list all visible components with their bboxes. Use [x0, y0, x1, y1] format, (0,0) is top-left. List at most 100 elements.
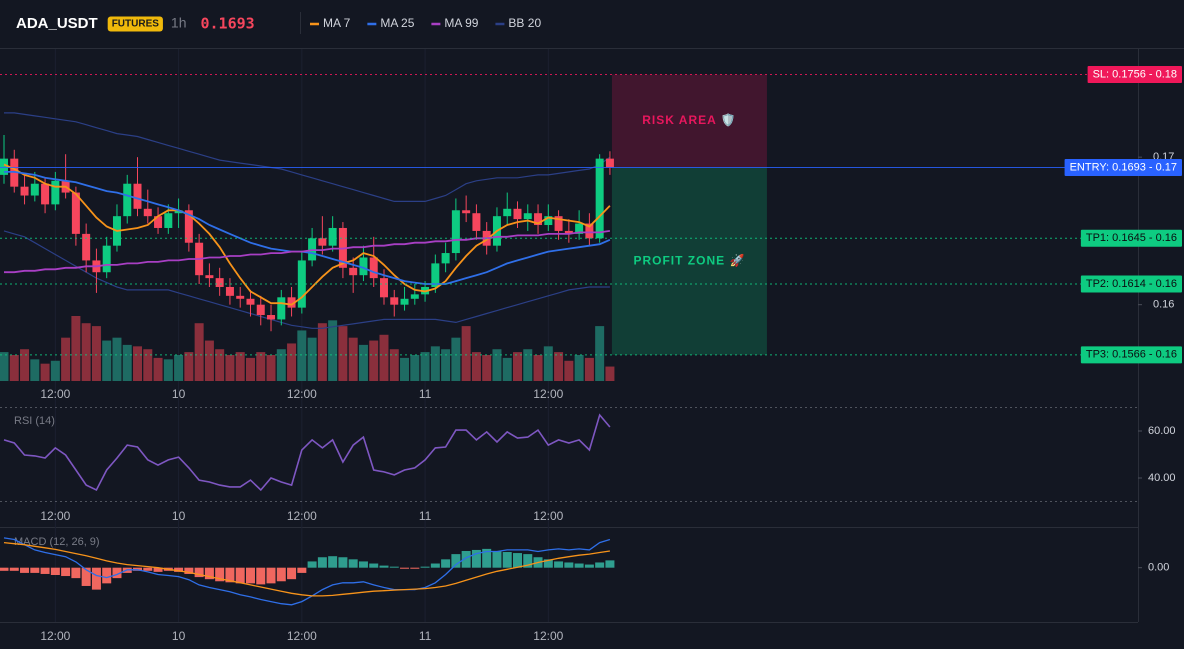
- legend-label: MA 25: [380, 16, 414, 30]
- macd-histogram-bar: [174, 567, 184, 572]
- macd-histogram-bar: [153, 567, 163, 572]
- candle-body: [534, 213, 543, 226]
- macd-histogram-bar: [61, 567, 71, 577]
- volume-bar: [235, 352, 245, 381]
- macd-histogram-bar: [564, 562, 574, 568]
- legend-label: MA 7: [323, 16, 351, 30]
- volume-bar: [410, 355, 420, 381]
- macd-histogram-bar: [30, 567, 40, 573]
- level-label: TP2: 0.1614 - 0.16: [1086, 278, 1177, 290]
- ma-line: [4, 171, 611, 285]
- candle-body: [544, 216, 553, 226]
- macd-histogram-bar: [430, 563, 440, 568]
- volume-bar: [81, 323, 91, 381]
- macd-histogram-bar: [307, 561, 317, 568]
- volume-bar: [194, 323, 204, 381]
- volume-bar: [143, 349, 153, 381]
- macd-histogram-bar: [400, 567, 410, 569]
- volume-bar: [348, 337, 358, 381]
- volume-bar: [307, 337, 317, 381]
- candle-body: [133, 183, 142, 209]
- volume-bar: [215, 349, 225, 381]
- candle-body: [564, 230, 573, 234]
- candle-body: [256, 304, 265, 316]
- macd-histogram-bar: [40, 567, 50, 574]
- candle-body: [143, 208, 152, 217]
- zone-label: PROFIT ZONE 🚀: [633, 253, 745, 267]
- macd-histogram-bar: [235, 567, 245, 584]
- volume-bar: [328, 320, 338, 381]
- volume-bar: [204, 340, 214, 381]
- x-tick-label: 11: [419, 509, 432, 523]
- macd-histogram-bar: [102, 567, 112, 584]
- candle-body: [246, 298, 255, 305]
- volume-bar: [50, 360, 60, 381]
- volume-bar: [595, 326, 605, 381]
- candle-body: [328, 227, 337, 246]
- volume-bar: [451, 337, 461, 381]
- volume-bar: [430, 346, 440, 381]
- volume-bar: [523, 349, 533, 381]
- rsi-line: [3, 413, 611, 492]
- candle-body: [30, 183, 39, 196]
- volume-bar: [533, 355, 543, 381]
- macd-histogram-bar: [20, 567, 30, 573]
- macd-histogram-bar: [554, 561, 564, 568]
- macd-histogram-bar: [225, 567, 235, 583]
- macd-histogram-bar: [492, 550, 502, 568]
- symbol: ADA_USDT: [16, 15, 98, 32]
- macd-histogram-bar: [482, 548, 492, 568]
- candle-body: [575, 223, 584, 234]
- zone: [611, 167, 767, 355]
- macd-histogram-bar: [605, 560, 615, 568]
- x-tick-label: 12:00: [533, 629, 563, 643]
- candle-body: [595, 158, 604, 239]
- x-tick-label: 11: [419, 629, 432, 643]
- candle-body: [513, 208, 522, 220]
- macd-histogram-bar: [276, 567, 286, 582]
- candle-body: [441, 253, 450, 264]
- candle-body: [410, 294, 419, 299]
- volume-bar: [9, 355, 19, 381]
- macd-histogram-bar: [91, 567, 101, 590]
- macd-histogram-bar: [184, 567, 194, 574]
- volume-bar: [492, 349, 502, 381]
- volume-bar: [266, 355, 276, 381]
- volume-bar: [584, 357, 594, 381]
- candle-body: [164, 213, 173, 228]
- volume-bar: [564, 360, 574, 381]
- volume-bar: [163, 359, 173, 381]
- macd-histogram-bar: [502, 552, 512, 568]
- volume-bar: [153, 357, 163, 381]
- volume-bar: [40, 363, 50, 381]
- volume-bar: [245, 357, 255, 381]
- x-tick-label: 12:00: [40, 629, 70, 643]
- candle-body: [523, 213, 532, 220]
- x-tick-label: 11: [419, 387, 432, 401]
- x-tick-label: 12:00: [40, 509, 70, 523]
- macd-histogram-bar: [50, 567, 60, 575]
- level-label-bg: [1064, 158, 1182, 176]
- volume-bar: [420, 352, 430, 381]
- candle-body: [205, 275, 214, 279]
- macd-histogram-bar: [112, 567, 122, 579]
- candle-body: [154, 216, 163, 228]
- macd-line: [3, 537, 611, 606]
- volume-bar: [184, 352, 194, 381]
- legend-label: MA 99: [444, 16, 478, 30]
- y-tick-label: 60.00: [1148, 425, 1176, 437]
- volume-bar: [133, 346, 143, 381]
- x-tick-label: 12:00: [533, 509, 563, 523]
- volume-bar: [256, 352, 266, 381]
- volume-bar: [102, 340, 112, 381]
- bb-line: [4, 112, 611, 202]
- x-tick-label: 10: [172, 509, 186, 523]
- volume-bar: [379, 334, 389, 381]
- interval: 1h: [171, 15, 187, 31]
- candle-body: [431, 263, 440, 287]
- current-price: 0.1693: [201, 15, 255, 33]
- signal-line: [3, 541, 610, 597]
- volume-bar: [574, 355, 584, 381]
- volume-bar: [122, 344, 132, 381]
- candle-body: [369, 257, 378, 279]
